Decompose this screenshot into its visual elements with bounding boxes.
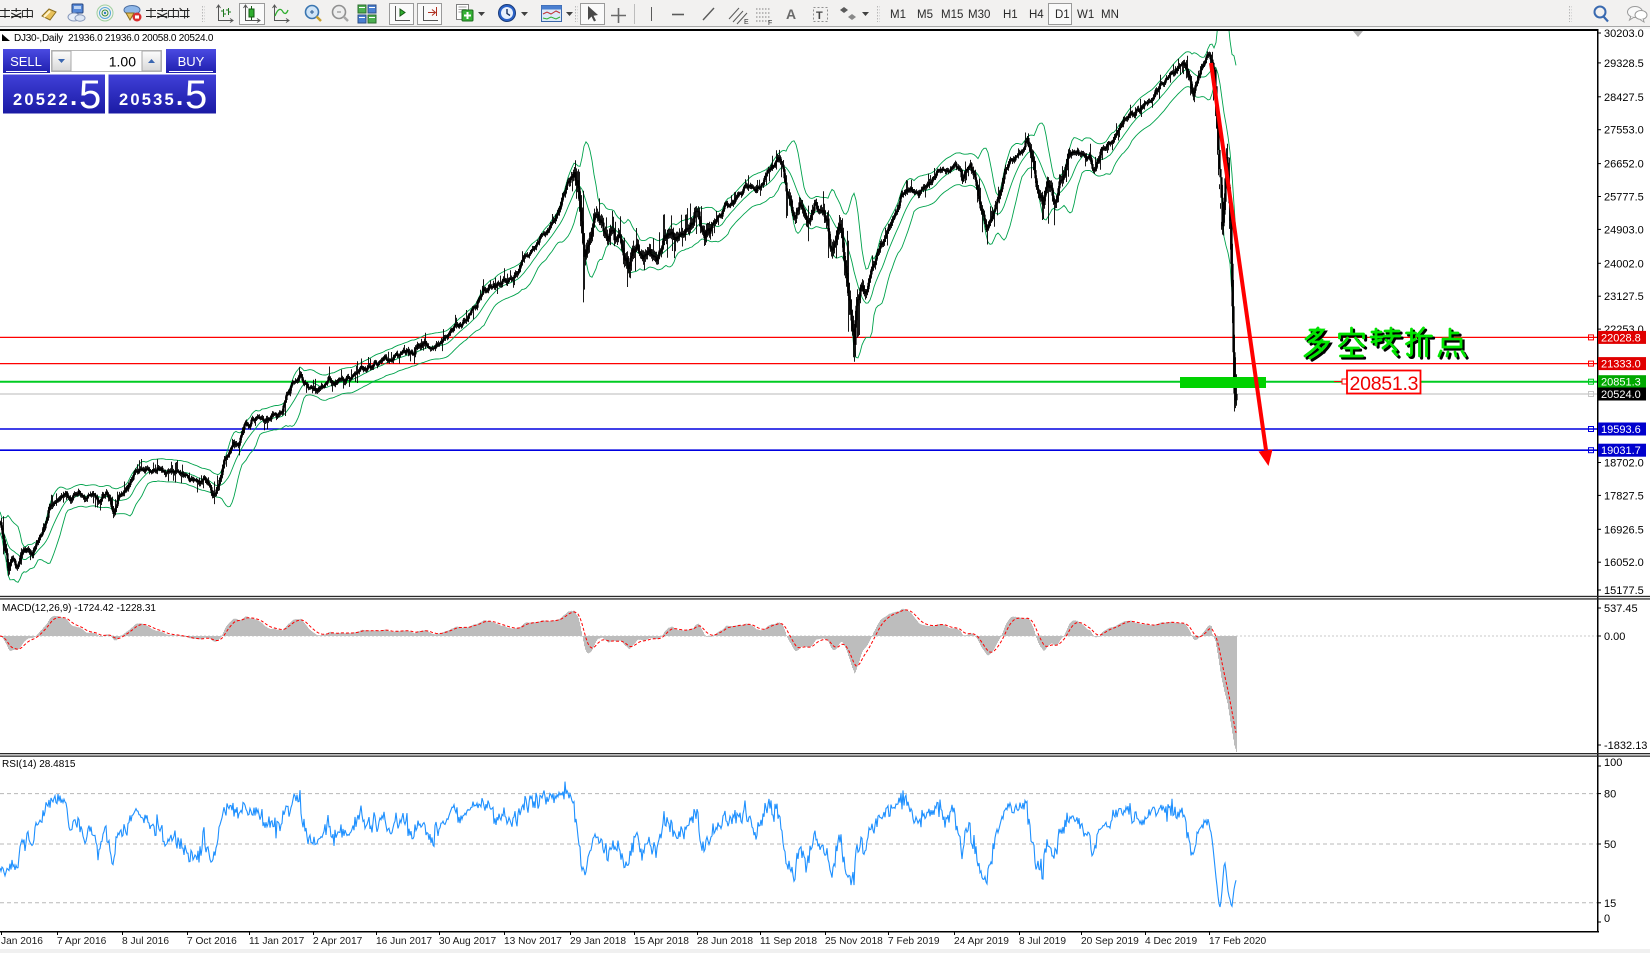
svg-text:13 Nov 2017: 13 Nov 2017 — [504, 936, 562, 947]
svg-text:17 Feb 2020: 17 Feb 2020 — [1209, 936, 1267, 947]
svg-text:20851.3: 20851.3 — [1350, 373, 1419, 395]
svg-text:25 Nov 2018: 25 Nov 2018 — [825, 936, 883, 947]
svg-text:20522: 20522 — [13, 91, 70, 109]
svg-text:16052.0: 16052.0 — [1604, 557, 1644, 569]
svg-text:29 Jan 2018: 29 Jan 2018 — [570, 936, 626, 947]
svg-text:15 Apr 2018: 15 Apr 2018 — [634, 936, 689, 947]
svg-text:28 Jun 2018: 28 Jun 2018 — [697, 936, 753, 947]
svg-text:20 Sep 2019: 20 Sep 2019 — [1081, 936, 1139, 947]
svg-text:RSI(14) 28.4815: RSI(14) 28.4815 — [2, 759, 76, 770]
svg-text:19031.7: 19031.7 — [1601, 445, 1641, 457]
svg-text:M1: M1 — [890, 9, 906, 21]
svg-text:F: F — [768, 20, 772, 27]
svg-text:E: E — [744, 19, 749, 26]
svg-text:23127.5: 23127.5 — [1604, 291, 1644, 303]
svg-text:A: A — [786, 6, 796, 22]
svg-text:100: 100 — [1604, 757, 1622, 769]
svg-text:Jan 2016: Jan 2016 — [1, 936, 43, 947]
svg-text:7 Apr 2016: 7 Apr 2016 — [57, 936, 107, 947]
svg-text:19593.6: 19593.6 — [1601, 424, 1641, 436]
svg-text:537.45: 537.45 — [1604, 603, 1638, 615]
svg-text:4 Dec 2019: 4 Dec 2019 — [1145, 936, 1197, 947]
svg-text:M5: M5 — [917, 9, 933, 21]
svg-text:W1: W1 — [1077, 9, 1094, 21]
svg-text:17827.5: 17827.5 — [1604, 490, 1644, 502]
svg-text:5: 5 — [79, 73, 101, 117]
svg-text:11 Sep 2018: 11 Sep 2018 — [760, 936, 817, 947]
svg-text:MN: MN — [1101, 9, 1119, 21]
svg-text:20535: 20535 — [119, 91, 176, 109]
svg-text:8 Jul 2019: 8 Jul 2019 — [1019, 936, 1066, 947]
svg-text:7 Oct 2016: 7 Oct 2016 — [187, 936, 237, 947]
svg-text:18702.0: 18702.0 — [1604, 458, 1644, 470]
svg-text:MACD(12,26,9) -1724.42 -1228.3: MACD(12,26,9) -1724.42 -1228.31 — [2, 603, 156, 614]
svg-text:15: 15 — [1604, 898, 1616, 910]
svg-text:H1: H1 — [1003, 9, 1018, 21]
svg-text:24903.0: 24903.0 — [1604, 224, 1644, 236]
svg-text:21333.0: 21333.0 — [1601, 359, 1641, 371]
svg-text:0.00: 0.00 — [1604, 631, 1625, 643]
svg-text:25777.5: 25777.5 — [1604, 192, 1644, 204]
svg-text:BUY: BUY — [178, 54, 205, 69]
svg-text:30 Aug 2017: 30 Aug 2017 — [439, 936, 497, 947]
svg-text:11 Jan 2017: 11 Jan 2017 — [249, 936, 305, 947]
svg-text:16 Jun 2017: 16 Jun 2017 — [376, 936, 432, 947]
svg-text:M30: M30 — [968, 9, 990, 21]
svg-text:50: 50 — [1604, 839, 1616, 851]
svg-text:1.00: 1.00 — [109, 54, 136, 70]
svg-text:80: 80 — [1604, 789, 1616, 801]
svg-text:27553.0: 27553.0 — [1604, 125, 1644, 137]
svg-text:24002.0: 24002.0 — [1604, 258, 1644, 270]
svg-text:SELL: SELL — [10, 54, 42, 69]
svg-text:20524.0: 20524.0 — [1601, 389, 1641, 401]
svg-text:26652.0: 26652.0 — [1604, 159, 1644, 171]
svg-text:2 Apr 2017: 2 Apr 2017 — [313, 936, 363, 947]
svg-text:20851.3: 20851.3 — [1601, 377, 1641, 389]
svg-text:8 Jul 2016: 8 Jul 2016 — [122, 936, 169, 947]
svg-text:30203.0: 30203.0 — [1604, 28, 1644, 40]
svg-text:29328.5: 29328.5 — [1604, 58, 1644, 70]
svg-text:22028.8: 22028.8 — [1601, 332, 1641, 344]
svg-text:DJ30-,Daily 21936.0 21936.0 2: DJ30-,Daily 21936.0 21936.0 20058.0 2052… — [14, 33, 214, 44]
svg-text:M15: M15 — [941, 9, 963, 21]
svg-text:.: . — [176, 81, 183, 111]
svg-text:-1832.13: -1832.13 — [1604, 740, 1647, 752]
svg-text:5: 5 — [185, 73, 207, 117]
svg-text:16926.5: 16926.5 — [1604, 524, 1644, 536]
svg-text:7 Feb 2019: 7 Feb 2019 — [888, 936, 940, 947]
svg-text:T: T — [816, 10, 823, 22]
svg-text:15177.5: 15177.5 — [1604, 585, 1644, 597]
svg-text:28427.5: 28427.5 — [1604, 92, 1644, 104]
svg-text:24 Apr 2019: 24 Apr 2019 — [954, 936, 1009, 947]
svg-text:.: . — [70, 81, 77, 111]
svg-text:H4: H4 — [1029, 9, 1044, 21]
svg-text:D1: D1 — [1055, 9, 1070, 21]
svg-text:0: 0 — [1604, 913, 1610, 925]
